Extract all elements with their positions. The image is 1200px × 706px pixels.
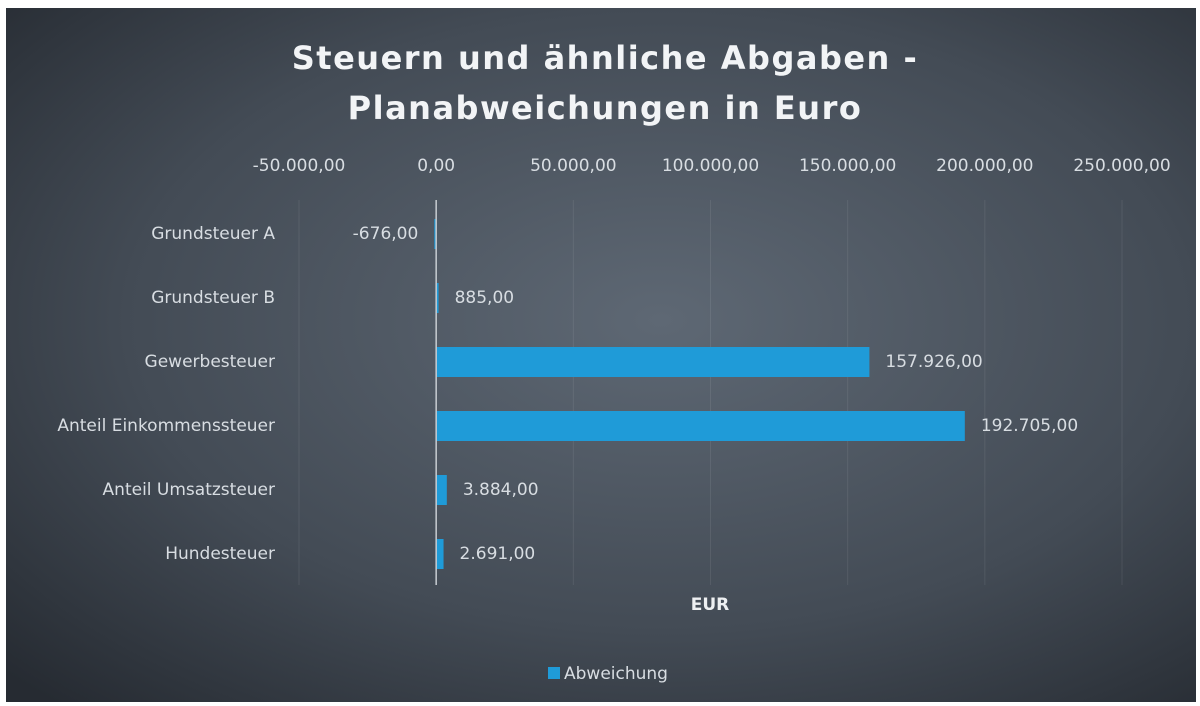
x-tick-label: 200.000,00 [936,156,1033,176]
x-tick-label: -50.000,00 [253,156,346,176]
y-tick-label: Anteil Umsatzsteuer [103,480,275,500]
y-tick-label: Grundsteuer A [151,224,275,244]
data-label: 885,00 [455,288,514,308]
bar [436,539,444,569]
legend-label: Abweichung [564,664,668,684]
bar [436,347,870,377]
data-label: -676,00 [353,224,419,244]
y-tick-label: Anteil Einkommenssteuer [57,416,275,436]
chart-title: Steuern und ähnliche Abgaben - [292,39,919,77]
x-tick-label: 250.000,00 [1073,156,1170,176]
data-label: 192.705,00 [981,416,1078,436]
x-tick-label: 50.000,00 [530,156,617,176]
x-tick-label: 150.000,00 [799,156,896,176]
bar [436,283,439,313]
x-axis-label: EUR [691,595,730,615]
y-tick-label: Hundesteuer [165,544,275,564]
y-tick-label: Gewerbesteuer [145,352,275,372]
data-label: 2.691,00 [460,544,536,564]
data-label: 3.884,00 [463,480,539,500]
x-tick-label: 100.000,00 [662,156,759,176]
bar [436,475,447,505]
legend-swatch [548,667,560,679]
chart-title: Planabweichungen in Euro [348,89,863,127]
x-tick-label: 0,00 [417,156,455,176]
y-tick-label: Grundsteuer B [151,288,275,308]
bar [436,411,965,441]
data-label: 157.926,00 [885,352,982,372]
bar [434,219,437,249]
